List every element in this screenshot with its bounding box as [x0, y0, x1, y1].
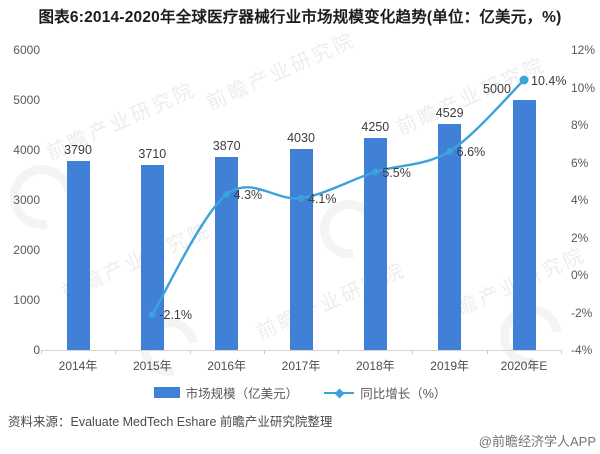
y-axis-right-label: 6% — [571, 155, 589, 170]
x-axis-category-label: 2017年 — [281, 359, 321, 373]
growth-value-label: 5.5% — [382, 165, 411, 180]
legend: 市场规模（亿美元） 同比增长（%） — [0, 383, 600, 402]
x-axis-tick — [561, 350, 562, 354]
legend-label: 市场规模（亿美元） — [185, 387, 299, 401]
growth-value-label: 4.3% — [233, 188, 263, 203]
y-axis-right-label: 8% — [571, 118, 589, 132]
bar-value-label: 3790 — [64, 142, 92, 157]
y-axis-right-label: 10% — [571, 80, 596, 95]
bar-2017年 — [289, 148, 313, 350]
x-axis-category-label: 2014年 — [58, 359, 98, 373]
x-axis-tick — [412, 350, 414, 354]
y-axis-left-label: 4000 — [13, 143, 40, 157]
legend-item-growth: 同比增长（%） — [324, 383, 446, 402]
y-axis-right-label: 4% — [571, 193, 589, 207]
y-axis-right-label: 12% — [571, 43, 596, 57]
chart-title: 图表6:2014-2020年全球医疗器械行业市场规模变化趋势(单位：亿美元，%) — [38, 9, 562, 26]
legend-label: 同比增长（%） — [360, 387, 447, 401]
y-axis-left-label: 2000 — [13, 243, 40, 257]
x-axis-category-label: 2018年 — [355, 359, 395, 373]
y-axis-left-label: 0 — [33, 343, 40, 357]
x-axis-tick — [486, 350, 488, 354]
bar-value-label: 3870 — [212, 138, 241, 153]
bar-value-label: 3710 — [138, 146, 167, 161]
y-axis-left-label: 1000 — [13, 293, 40, 307]
x-axis-tick — [263, 350, 265, 354]
watermark-text: 前瞻产业研究院 — [203, 28, 360, 115]
bar-value-label: 5000 — [483, 82, 511, 96]
y-axis-right-label: 2% — [571, 230, 589, 245]
y-axis-left-label: 5000 — [13, 93, 40, 107]
legend-item-market-size: 市场规模（亿美元） — [153, 383, 299, 402]
y-axis-left-label: 3000 — [13, 193, 40, 207]
x-axis-category-label: 2020年E — [500, 359, 548, 373]
growth-value-label: 6.6% — [456, 145, 486, 160]
x-axis-tick — [338, 350, 340, 354]
y-axis-right-label: -4% — [571, 343, 593, 357]
brand-footer: @前瞻经济学人APP — [478, 434, 596, 449]
data-source-note: 资料来源：Evaluate MedTech Eshare 前瞻产业研究院整理 — [8, 415, 333, 429]
bar-series-swatch-icon — [153, 387, 180, 398]
x-axis-tick — [189, 350, 191, 354]
growth-value-label: 4.1% — [308, 192, 337, 207]
x-axis-line — [41, 350, 561, 351]
x-axis-tick — [115, 350, 117, 354]
y-axis-right-label: -2% — [571, 305, 593, 320]
y-axis-left-label: 6000 — [13, 43, 40, 57]
x-axis-category-label: 2019年 — [430, 359, 469, 373]
bar-2014年 — [66, 160, 90, 350]
growth-value-label: 10.4% — [531, 74, 567, 88]
x-axis-category-label: 2016年 — [207, 359, 246, 373]
bar-value-label: 4529 — [435, 105, 464, 120]
bar-value-label: 4250 — [361, 119, 390, 134]
growth-value-label: -2.1% — [159, 308, 192, 323]
bar-2016年 — [215, 156, 239, 350]
bar-value-label: 4030 — [287, 130, 315, 145]
line-series-swatch-icon — [324, 387, 355, 398]
x-axis-category-label: 2015年 — [132, 359, 172, 373]
y-axis-right-label: 0% — [571, 268, 589, 282]
x-axis-tick — [41, 350, 42, 354]
bar-2020年E — [512, 100, 536, 350]
